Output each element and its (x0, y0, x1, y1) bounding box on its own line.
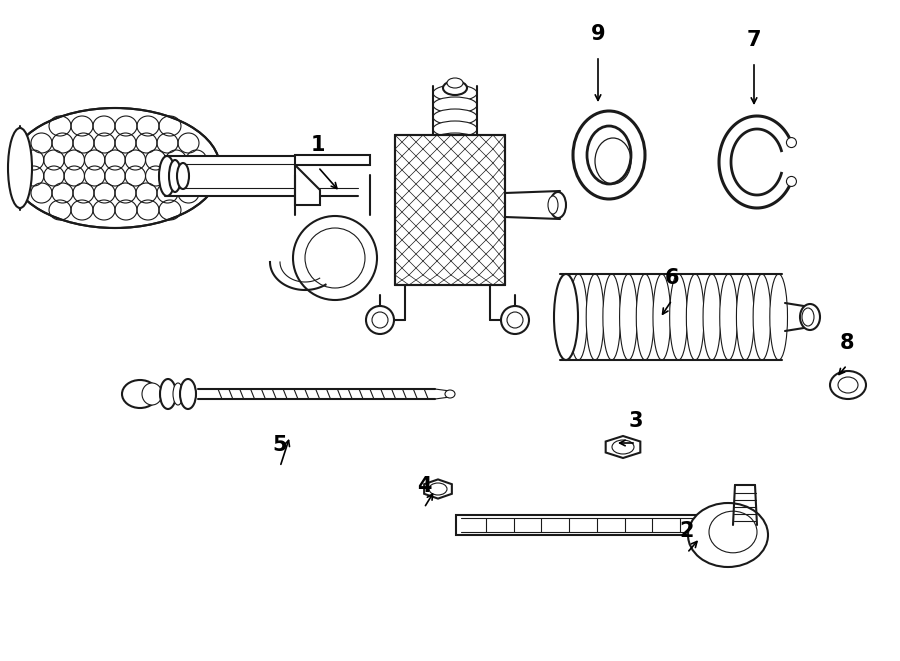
Circle shape (366, 306, 394, 334)
Text: 6: 6 (665, 268, 680, 288)
Ellipse shape (736, 274, 754, 360)
Ellipse shape (173, 383, 183, 405)
Ellipse shape (802, 308, 814, 326)
Text: 4: 4 (417, 476, 431, 496)
Ellipse shape (703, 274, 721, 360)
Ellipse shape (619, 274, 637, 360)
Ellipse shape (800, 304, 820, 330)
Text: 5: 5 (273, 435, 287, 455)
Text: 2: 2 (680, 521, 694, 541)
Ellipse shape (720, 274, 737, 360)
Text: 8: 8 (840, 333, 854, 353)
Ellipse shape (160, 379, 176, 409)
Ellipse shape (709, 511, 757, 553)
Polygon shape (165, 156, 358, 196)
Ellipse shape (838, 377, 858, 393)
Ellipse shape (443, 81, 467, 95)
Ellipse shape (570, 274, 587, 360)
Ellipse shape (603, 274, 621, 360)
Polygon shape (424, 479, 452, 498)
Ellipse shape (433, 145, 477, 161)
Text: 3: 3 (629, 411, 643, 431)
Ellipse shape (169, 160, 181, 192)
Ellipse shape (433, 97, 477, 113)
Ellipse shape (687, 274, 704, 360)
Ellipse shape (433, 85, 477, 101)
Ellipse shape (180, 379, 196, 409)
Ellipse shape (8, 128, 32, 208)
Ellipse shape (653, 274, 670, 360)
Polygon shape (395, 135, 505, 285)
Ellipse shape (177, 163, 189, 189)
Circle shape (507, 312, 523, 328)
Circle shape (787, 176, 796, 186)
Ellipse shape (447, 78, 463, 88)
Circle shape (372, 312, 388, 328)
Circle shape (787, 137, 796, 147)
Ellipse shape (770, 274, 788, 360)
Ellipse shape (445, 390, 455, 398)
Ellipse shape (433, 121, 477, 137)
Ellipse shape (433, 109, 477, 125)
Ellipse shape (429, 483, 447, 495)
Circle shape (293, 216, 377, 300)
Polygon shape (606, 436, 640, 458)
Ellipse shape (688, 503, 768, 567)
Ellipse shape (612, 440, 634, 454)
Ellipse shape (586, 274, 604, 360)
Ellipse shape (142, 383, 162, 405)
Ellipse shape (636, 274, 654, 360)
Ellipse shape (10, 108, 220, 228)
Ellipse shape (587, 126, 631, 184)
Polygon shape (295, 165, 320, 205)
Ellipse shape (830, 371, 866, 399)
Text: 9: 9 (590, 24, 606, 44)
Ellipse shape (550, 192, 566, 218)
Circle shape (501, 306, 529, 334)
Circle shape (305, 228, 365, 288)
Polygon shape (295, 155, 370, 165)
Ellipse shape (753, 274, 770, 360)
Ellipse shape (122, 380, 158, 408)
Text: 1: 1 (310, 135, 325, 155)
Ellipse shape (670, 274, 688, 360)
Polygon shape (456, 515, 700, 535)
Ellipse shape (548, 196, 558, 214)
Ellipse shape (433, 133, 477, 149)
Ellipse shape (159, 156, 175, 196)
Text: 7: 7 (747, 30, 761, 50)
Ellipse shape (554, 274, 578, 360)
Ellipse shape (573, 111, 645, 199)
Polygon shape (558, 272, 800, 362)
